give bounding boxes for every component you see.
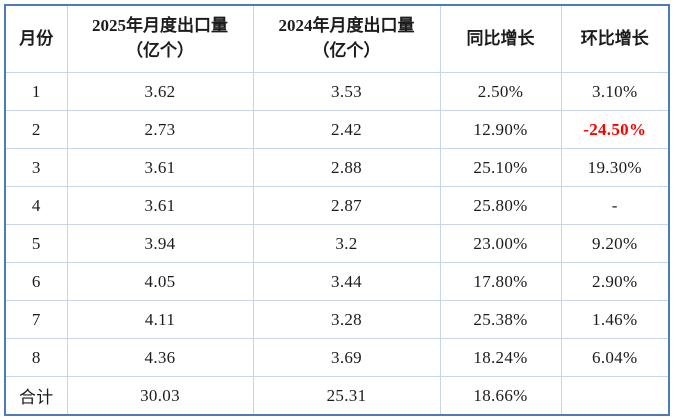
- table-cell: 4.11: [66, 300, 254, 339]
- table-row: 8 4.36 3.69 18.24% 6.04%: [4, 338, 670, 377]
- table-cell: 18.66%: [439, 376, 562, 416]
- monthly-export-table: 月份 2025年月度出口量 （亿个） 2024年月度出口量 （亿个） 同比增长 环比增长…: [4, 4, 670, 416]
- table-cell: 19.30%: [560, 148, 670, 187]
- table-cell: 30.03: [66, 376, 254, 416]
- table-body: 1 3.62 3.53 2.50% 3.10% 2 2.73 2.42 12.90% -24.50…: [4, 72, 670, 416]
- table-row: 5 3.94 3.2 23.00% 9.20%: [4, 224, 670, 263]
- table-cell: 25.38%: [439, 300, 562, 339]
- table-row: 2 2.73 2.42 12.90% -24.50%: [4, 110, 670, 149]
- table-cell: 3.28: [252, 300, 441, 339]
- monthly-export-table-container: 月份 2025年月度出口量 （亿个） 2024年月度出口量 （亿个） 同比增长 环比增长…: [4, 4, 670, 416]
- table-cell: 25.10%: [439, 148, 562, 187]
- table-cell: 6.04%: [560, 338, 670, 377]
- month-cell: 6: [4, 262, 68, 301]
- table-cell: 3.53: [252, 72, 441, 111]
- table-row: 合计 30.03 25.31 18.66%: [4, 376, 670, 416]
- month-cell: 4: [4, 186, 68, 225]
- table-cell: 2.42: [252, 110, 441, 149]
- table-cell: 2.90%: [560, 262, 670, 301]
- table-cell: 23.00%: [439, 224, 562, 263]
- table-cell: 3.94: [66, 224, 254, 263]
- table-cell: 2.73: [66, 110, 254, 149]
- table-row: 3 3.61 2.88 25.10% 19.30%: [4, 148, 670, 187]
- table-cell: 1.46%: [560, 300, 670, 339]
- table-cell: 25.80%: [439, 186, 562, 225]
- table-cell: 3.10%: [560, 72, 670, 111]
- month-cell: 合计: [4, 376, 68, 416]
- table-row: 1 3.62 3.53 2.50% 3.10%: [4, 72, 670, 111]
- table-cell: 3.44: [252, 262, 441, 301]
- table-header: 月份 2025年月度出口量 （亿个） 2024年月度出口量 （亿个） 同比增长 环比增长: [4, 4, 670, 73]
- table-cell: 25.31: [252, 376, 441, 416]
- table-row: 7 4.11 3.28 25.38% 1.46%: [4, 300, 670, 339]
- header-row: 月份 2025年月度出口量 （亿个） 2024年月度出口量 （亿个） 同比增长 环比增长: [4, 4, 670, 73]
- table-cell: 4.36: [66, 338, 254, 377]
- table-cell: -: [560, 186, 670, 225]
- table-cell: 3.62: [66, 72, 254, 111]
- table-cell: 3.61: [66, 148, 254, 187]
- table-cell: 3.69: [252, 338, 441, 377]
- negative-growth-cell: -24.50%: [560, 110, 670, 149]
- column-header: 月份: [4, 4, 68, 73]
- table-row: 4 3.61 2.87 25.80% -: [4, 186, 670, 225]
- month-cell: 3: [4, 148, 68, 187]
- month-cell: 1: [4, 72, 68, 111]
- month-cell: 8: [4, 338, 68, 377]
- table-cell: 17.80%: [439, 262, 562, 301]
- month-cell: 2: [4, 110, 68, 149]
- month-cell: 5: [4, 224, 68, 263]
- column-header: 同比增长: [439, 4, 562, 73]
- table-cell: [560, 376, 670, 416]
- table-cell: 2.88: [252, 148, 441, 187]
- table-cell: 2.87: [252, 186, 441, 225]
- month-cell: 7: [4, 300, 68, 339]
- column-header: 2025年月度出口量 （亿个）: [66, 4, 254, 73]
- column-header: 2024年月度出口量 （亿个）: [252, 4, 441, 73]
- table-cell: 3.2: [252, 224, 441, 263]
- table-row: 6 4.05 3.44 17.80% 2.90%: [4, 262, 670, 301]
- table-cell: 9.20%: [560, 224, 670, 263]
- column-header: 环比增长: [560, 4, 670, 73]
- table-cell: 4.05: [66, 262, 254, 301]
- table-cell: 12.90%: [439, 110, 562, 149]
- table-cell: 3.61: [66, 186, 254, 225]
- table-cell: 2.50%: [439, 72, 562, 111]
- table-cell: 18.24%: [439, 338, 562, 377]
